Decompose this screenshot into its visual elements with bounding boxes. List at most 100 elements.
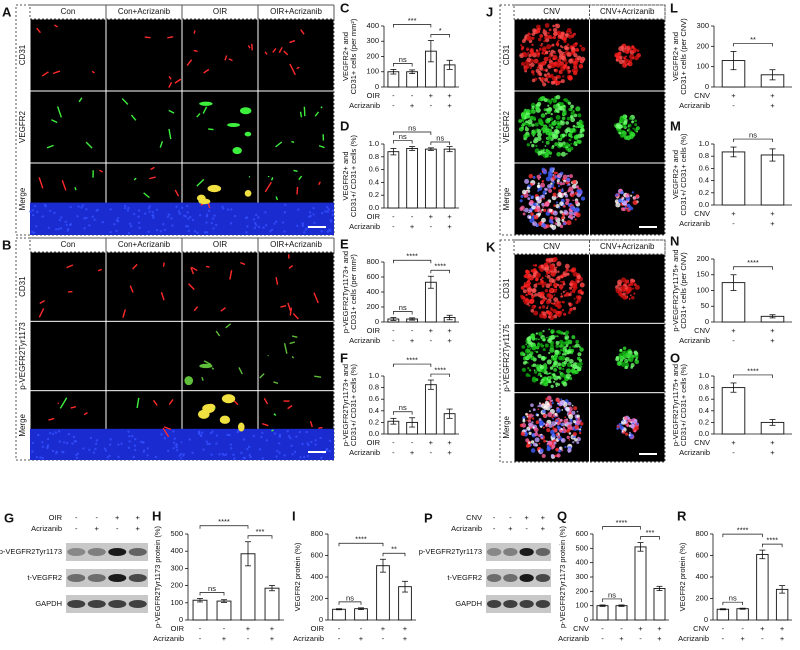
signal <box>545 275 547 277</box>
signal <box>520 194 524 198</box>
signal <box>541 217 546 223</box>
significance-bracket <box>733 43 773 47</box>
signal <box>532 268 537 272</box>
nucleus <box>314 439 317 442</box>
signal <box>530 335 535 339</box>
condition-mark: + <box>270 624 275 633</box>
signal <box>570 205 575 211</box>
nuclei-layer <box>258 428 334 460</box>
significance-label: *** <box>256 527 265 536</box>
signal <box>542 29 548 35</box>
significance-bracket <box>393 140 413 144</box>
nucleus <box>175 443 178 447</box>
y-tick-label: 400 <box>366 21 379 30</box>
nucleus <box>252 434 256 438</box>
nucleus <box>331 209 335 212</box>
nucleus <box>212 227 215 230</box>
signal <box>536 128 539 131</box>
nucleus <box>211 430 214 433</box>
nucleus <box>166 449 170 452</box>
y-tick-label: 150 <box>696 270 709 279</box>
nucleus <box>299 456 302 459</box>
signal <box>560 181 562 184</box>
signal <box>568 269 571 272</box>
signal <box>551 76 556 81</box>
signal <box>625 279 630 284</box>
signal <box>627 195 630 197</box>
vessel <box>318 181 321 186</box>
significance-bracket <box>733 374 773 378</box>
signal <box>566 272 569 275</box>
signal <box>551 126 554 129</box>
condition-mark: - <box>382 634 385 643</box>
nucleus <box>88 448 91 452</box>
nucleus <box>281 221 285 224</box>
signal <box>537 212 542 216</box>
y-tick-label: 0.8 <box>369 152 379 161</box>
signal <box>552 80 556 85</box>
signal <box>617 51 621 56</box>
blot-strip <box>66 595 148 613</box>
signal <box>549 399 552 403</box>
signal <box>622 115 627 119</box>
nucleus <box>289 436 292 440</box>
signal <box>624 365 629 370</box>
signal <box>561 112 565 116</box>
blot-panel: P CNV - - + +Acrizanib - + - +p-VEGFR2Tyr1173t-VE… <box>419 510 551 613</box>
nucleus <box>179 452 183 456</box>
column-label: OIR+Acrizanib <box>270 7 322 16</box>
micrograph <box>30 252 106 321</box>
signal <box>556 261 562 267</box>
nucleus <box>113 223 116 226</box>
condition-name: Acrizanib <box>679 219 710 228</box>
significance-bracket <box>430 373 450 378</box>
blob <box>198 198 211 205</box>
nucleus <box>278 442 281 445</box>
micrograph <box>30 19 106 91</box>
y-tick-label: 600 <box>366 272 379 281</box>
signal <box>541 167 545 172</box>
nucleus <box>41 456 45 460</box>
bar <box>756 553 769 621</box>
signal <box>540 194 542 197</box>
vessel <box>203 360 212 366</box>
vessel <box>121 98 129 105</box>
signal <box>630 278 634 283</box>
vessel <box>287 404 293 410</box>
vessel <box>78 97 83 103</box>
signal <box>634 425 639 431</box>
signal <box>541 179 545 183</box>
signal <box>530 269 534 273</box>
signal <box>531 78 536 83</box>
signal <box>556 40 559 43</box>
vessel <box>159 141 164 148</box>
bar <box>387 151 400 209</box>
vessel <box>264 181 272 193</box>
nucleus <box>270 228 274 231</box>
signal <box>572 124 576 128</box>
signal <box>547 170 553 176</box>
signal <box>619 356 625 361</box>
y-tick-label: 0.4 <box>369 406 379 415</box>
signal <box>531 205 536 210</box>
signal <box>553 68 557 72</box>
nucleus <box>324 210 327 213</box>
signal <box>534 208 538 213</box>
y-tick-label: 0.0 <box>699 200 709 209</box>
vessel <box>215 330 221 337</box>
signal <box>543 208 547 213</box>
signal <box>625 135 631 141</box>
signal <box>550 334 556 340</box>
blob <box>199 101 213 106</box>
signal <box>534 437 540 443</box>
panel-letter: J <box>486 4 493 19</box>
signal <box>568 214 573 219</box>
signal <box>566 116 571 121</box>
nucleus <box>248 453 251 457</box>
bar <box>736 608 749 621</box>
condition-name: Acrizanib <box>31 524 62 533</box>
signal <box>561 353 565 356</box>
nucleus <box>166 215 170 218</box>
signal <box>622 346 627 351</box>
signal <box>557 362 562 367</box>
